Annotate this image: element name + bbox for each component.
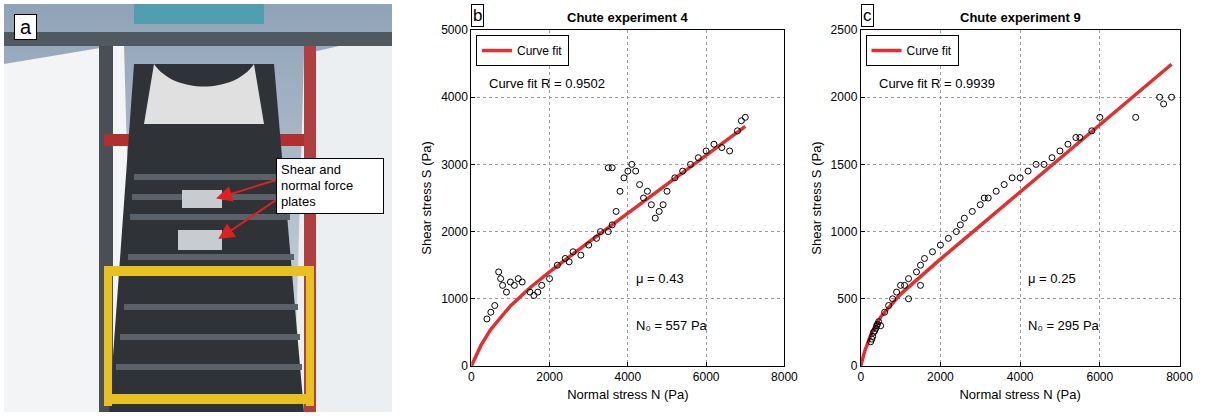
svg-text:2000: 2000 [536,370,563,384]
svg-text:6000: 6000 [693,370,720,384]
svg-text:0: 0 [851,359,858,373]
svg-text:μ = 0.25: μ = 0.25 [1028,271,1076,286]
svg-text:Normal stress N (Pa): Normal stress N (Pa) [959,387,1080,402]
svg-text:1500: 1500 [831,158,858,172]
svg-text:Chute experiment 9: Chute experiment 9 [960,10,1081,25]
svg-text:Shear stress S (Pa): Shear stress S (Pa) [809,141,824,254]
svg-text:0: 0 [468,370,475,384]
svg-text:N₀ = 295 Pa: N₀ = 295 Pa [1028,318,1100,333]
svg-text:Curve fit: Curve fit [517,44,562,58]
svg-text:0: 0 [461,359,468,373]
svg-text:1000: 1000 [831,225,858,239]
svg-text:500: 500 [837,292,857,306]
svg-text:b: b [473,6,482,25]
svg-text:2000: 2000 [927,370,954,384]
svg-text:Shear stress S (Pa): Shear stress S (Pa) [419,141,434,254]
svg-text:2000: 2000 [441,225,468,239]
svg-text:Curve fit: Curve fit [907,44,952,58]
svg-text:N₀ = 557 Pa: N₀ = 557 Pa [636,318,708,333]
svg-text:4000: 4000 [1007,370,1034,384]
svg-text:8000: 8000 [771,370,798,384]
svg-text:Chute experiment 4: Chute experiment 4 [567,10,688,25]
html-text:a: a [20,16,32,38]
svg-text:4000: 4000 [441,90,468,104]
svg-text:0: 0 [857,370,864,384]
svg-text:8000: 8000 [1166,370,1193,384]
svg-text:3000: 3000 [441,158,468,172]
svg-text:c: c [863,6,872,25]
svg-text:6000: 6000 [1086,370,1113,384]
svg-text:2000: 2000 [831,90,858,104]
svg-text:2500: 2500 [831,23,858,37]
svg-text:Curve fit R = 0.9502: Curve fit R = 0.9502 [489,76,605,91]
svg-text:μ = 0.43: μ = 0.43 [636,271,684,286]
svg-text:1000: 1000 [441,292,468,306]
svg-text:Normal stress N (Pa): Normal stress N (Pa) [567,387,688,402]
svg-text:Curve fit R = 0.9939: Curve fit R = 0.9939 [879,76,995,91]
html-text:Shear and normal force plates: Shear and normal force plates [281,162,354,209]
svg-text:5000: 5000 [441,23,468,37]
svg-text:4000: 4000 [615,370,642,384]
